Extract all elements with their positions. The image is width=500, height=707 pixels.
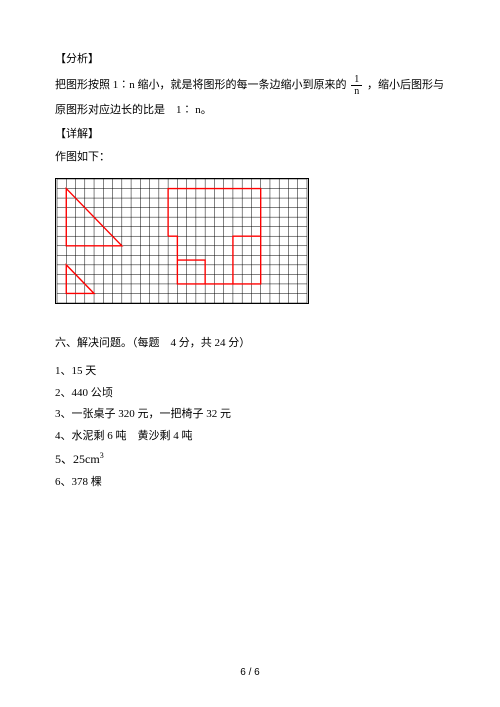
analysis-para2: 原图形对应边长的比是 1∶ n。	[55, 101, 445, 121]
analysis-para1: 把图形按照 1∶n 缩小，就是将图形的每一条边缩小到原来的 1 n ，缩小后图形…	[55, 74, 445, 97]
page-footer: 6 / 6	[0, 664, 500, 682]
answer-item: 2、440 公顷	[55, 384, 445, 404]
detail-caption: 作图如下：	[55, 148, 445, 168]
analysis-heading: 【分析】	[55, 50, 445, 70]
detail-heading: 【详解】	[55, 125, 445, 145]
analysis-line1-post: ，缩小后图形与	[367, 79, 444, 91]
answer-item-6: 6、378 棵	[55, 473, 445, 493]
answer-item: 3、一张桌子 320 元，一把椅子 32 元	[55, 405, 445, 425]
grid-diagram	[55, 178, 309, 304]
answers-list: 1、15 天2、440 公顷3、一张桌子 320 元，一把椅子 32 元4、水泥…	[55, 362, 445, 493]
section6-title: 六、解决问题。（每题 4 分，共 24 分）	[55, 334, 445, 354]
analysis-line1-pre: 把图形按照 1∶n 缩小，就是将图形的每一条边缩小到原来的	[55, 79, 347, 91]
answer-item-5: 5、25cm3	[55, 449, 445, 471]
frac-denominator: n	[351, 86, 362, 97]
fraction-1-n: 1 n	[351, 74, 362, 97]
answer-item: 4、水泥剩 6 吨 黄沙剩 4 吨	[55, 427, 445, 447]
answer-item: 1、15 天	[55, 362, 445, 382]
frac-numerator: 1	[351, 74, 362, 86]
